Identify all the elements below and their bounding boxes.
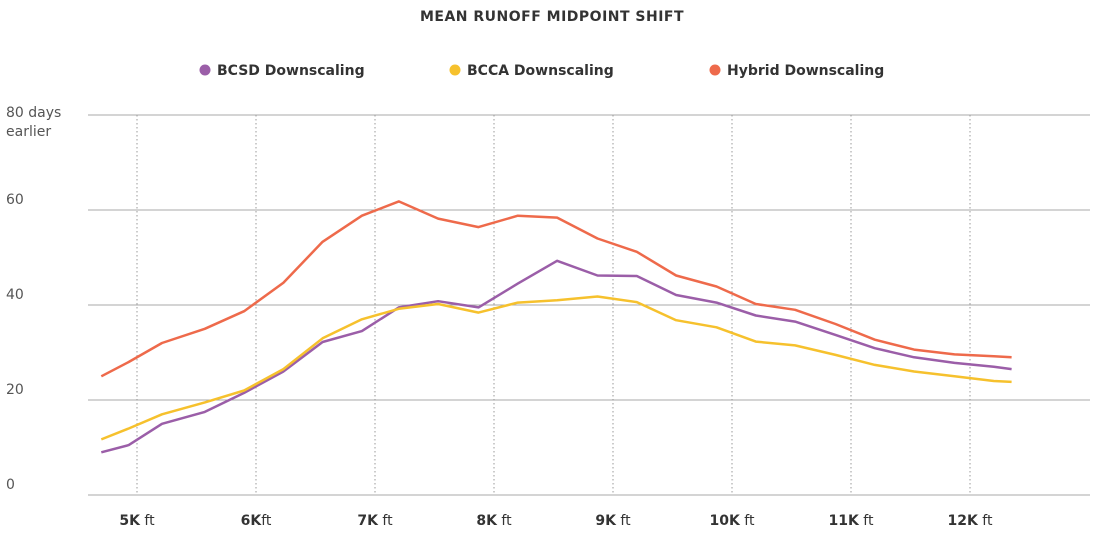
chart-title: MEAN RUNOFF MIDPOINT SHIFT xyxy=(420,9,684,25)
x-tick-label-bold: 10K xyxy=(710,513,741,529)
x-tick-label-unit: ft xyxy=(261,513,272,529)
x-tick-label: 5K ft xyxy=(119,513,155,529)
legend-label: BCSD Downscaling xyxy=(217,63,365,79)
x-tick-label-unit: ft xyxy=(616,513,631,529)
x-tick-label-unit: ft xyxy=(859,513,874,529)
y-tick-label: 80 days earlier xyxy=(6,105,62,140)
x-tick-label: 10K ft xyxy=(710,513,755,529)
y-tick-label: 20 xyxy=(6,382,24,398)
x-tick-label-bold: 7K xyxy=(357,513,379,529)
series-line xyxy=(100,295,1012,441)
x-tick-label-unit: ft xyxy=(978,513,993,529)
x-tick-label-bold: 5K xyxy=(119,513,141,529)
x-tick-label-bold: 11K xyxy=(829,513,860,529)
legend-marker xyxy=(449,64,461,76)
x-tick-label: 11K ft xyxy=(829,513,874,529)
legend-marker xyxy=(199,64,211,76)
x-tick-label-bold: 12K xyxy=(948,513,979,529)
series-line xyxy=(100,259,1012,454)
legend-label: Hybrid Downscaling xyxy=(727,63,884,79)
x-tick-label: 8K ft xyxy=(476,513,512,529)
legend-label: BCCA Downscaling xyxy=(467,63,614,79)
series-line xyxy=(100,200,1012,378)
y-tick-label: 40 xyxy=(6,287,24,303)
x-tick-label-bold: 8K xyxy=(476,513,498,529)
x-tick-label: 12K ft xyxy=(948,513,993,529)
y-tick-label: 60 xyxy=(6,192,24,208)
x-tick-label-unit: ft xyxy=(740,513,755,529)
x-tick-label-unit: ft xyxy=(140,513,155,529)
x-tick-label-unit: ft xyxy=(497,513,512,529)
x-tick-label: 7K ft xyxy=(357,513,393,529)
x-tick-label-unit: ft xyxy=(378,513,393,529)
x-tick-label: 9K ft xyxy=(595,513,631,529)
x-tick-label-bold: 9K xyxy=(595,513,617,529)
y-tick-label: 0 xyxy=(6,477,15,493)
legend-marker xyxy=(709,64,721,76)
x-tick-label: 6Kft xyxy=(241,513,272,529)
x-tick-label-bold: 6K xyxy=(241,513,263,529)
